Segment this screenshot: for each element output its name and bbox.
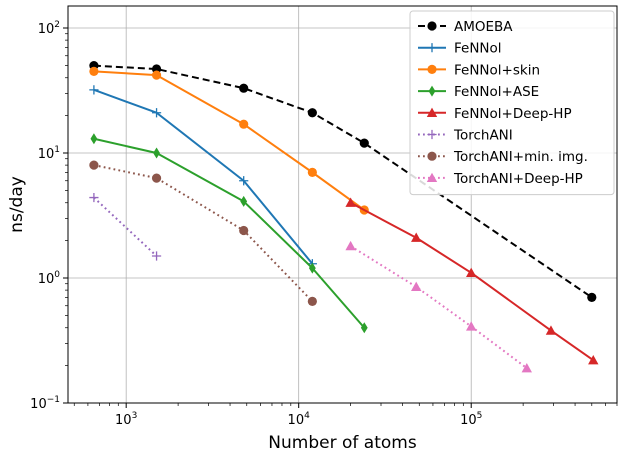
legend-item: FeNNol — [418, 41, 502, 57]
legend-marker — [426, 107, 438, 117]
series-line — [350, 245, 528, 369]
legend-item: AMOEBA — [418, 19, 513, 35]
series-torchani — [89, 192, 162, 261]
legend-marker — [426, 172, 438, 183]
data-point — [307, 296, 317, 306]
data-point — [89, 192, 99, 203]
legend-marker — [427, 129, 437, 140]
legend-label: FeNNol — [454, 41, 502, 57]
legend-marker — [427, 21, 437, 31]
legend-label: TorchANI+Deep-HP — [453, 171, 583, 187]
legend-label: FeNNol+ASE — [454, 84, 539, 100]
legend-marker — [427, 64, 437, 74]
legend-item: FeNNol+Deep-HP — [418, 106, 572, 122]
y-tick-label: 10−1 — [30, 395, 60, 412]
series-line — [93, 164, 314, 303]
legend-label: FeNNol+skin — [454, 62, 540, 78]
data-point — [360, 322, 368, 334]
legend-item: TorchANI+Deep-HP — [418, 171, 583, 187]
data-point — [239, 83, 249, 93]
data-point — [307, 167, 317, 177]
legend: AMOEBA FeNNol FeNNol+skin FeNNol+ASE FeNNol+… — [409, 10, 615, 196]
legend-item: FeNNol+skin — [418, 62, 540, 78]
data-point — [521, 362, 532, 373]
data-point — [151, 251, 162, 261]
series-fennol-deep-hp — [345, 197, 599, 365]
data-point — [151, 70, 162, 80]
data-point — [345, 197, 356, 207]
data-point — [466, 321, 477, 331]
data-point — [240, 195, 248, 207]
data-point — [359, 138, 369, 148]
data-point — [239, 176, 249, 186]
series-line — [93, 196, 158, 257]
data-point — [308, 262, 316, 274]
y-tick-label: 100 — [38, 270, 61, 287]
data-point — [307, 108, 317, 118]
legend-item: TorchANI — [418, 128, 513, 144]
legend-marker — [428, 85, 436, 97]
data-point — [466, 267, 477, 277]
data-point — [89, 85, 99, 95]
axis-ticks: 103 104 105 10−1 100 101 102 — [30, 20, 618, 428]
legend-label: FeNNol+Deep-HP — [454, 106, 572, 122]
y-axis-title: ns/day — [7, 176, 27, 233]
data-point — [89, 66, 99, 76]
series-line — [93, 88, 314, 265]
data-point — [153, 147, 160, 159]
data-point — [151, 108, 162, 118]
series-torchani-min-img — [89, 160, 317, 306]
data-point — [151, 173, 162, 183]
data-point — [587, 292, 597, 302]
data-point — [345, 240, 356, 251]
data-point — [239, 119, 249, 129]
series-fennol-ase — [90, 133, 368, 334]
x-tick-label: 105 — [460, 411, 482, 428]
legend-marker — [427, 43, 437, 53]
legend-label: TorchANI — [453, 128, 513, 144]
series-torchani-deep-hp — [345, 240, 532, 373]
data-point — [411, 281, 422, 291]
legend-box — [409, 10, 615, 196]
data-point — [588, 354, 599, 365]
series-line — [93, 64, 593, 299]
x-tick-label: 104 — [288, 411, 311, 428]
data-point — [545, 325, 557, 335]
data-point — [411, 232, 422, 242]
legend-marker — [427, 151, 437, 161]
plot-series — [89, 61, 599, 373]
data-point — [89, 160, 99, 170]
legend-item: TorchANI+min. img. — [418, 149, 588, 165]
x-tick-label: 103 — [115, 411, 137, 428]
data-point — [239, 225, 249, 236]
y-tick-label: 102 — [38, 20, 60, 37]
data-point — [90, 133, 98, 145]
legend-item: FeNNol+ASE — [418, 84, 539, 100]
x-axis-title: Number of atoms — [268, 433, 417, 453]
plot-frame — [67, 5, 618, 404]
series-fennol — [89, 85, 317, 269]
y-tick-label: 101 — [38, 145, 60, 162]
legend-label: TorchANI+min. img. — [453, 149, 588, 165]
legend-label: AMOEBA — [454, 19, 513, 35]
